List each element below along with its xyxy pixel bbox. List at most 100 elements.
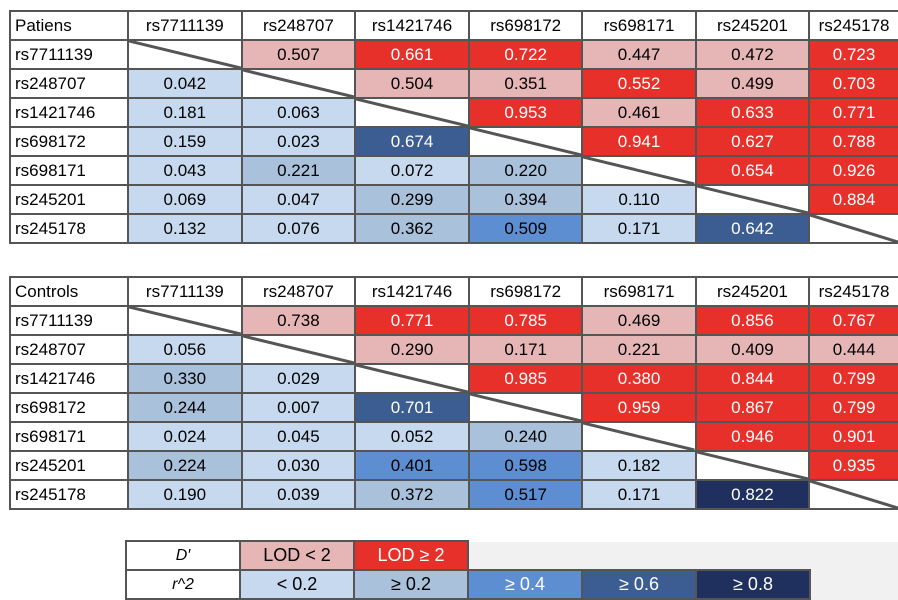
row-header: rs245201 <box>9 184 129 215</box>
r2-cell: 0.039 <box>240 479 357 510</box>
diagonal-cell <box>694 184 811 215</box>
r2-cell: 0.221 <box>240 155 357 186</box>
row-header: rs698172 <box>9 126 129 157</box>
legend-lod-high-swatch: LOD ≥ 2 <box>353 540 469 571</box>
d-prime-cell: 0.409 <box>694 334 811 365</box>
d-prime-cell: 0.351 <box>468 68 584 99</box>
d-prime-cell: 0.499 <box>694 68 811 99</box>
r2-cell: 0.110 <box>581 184 697 215</box>
r2-cell: 0.220 <box>468 155 584 186</box>
d-prime-cell: 0.926 <box>808 155 898 186</box>
header-row: Patiens rs7711139 rs248707 rs1421746 rs69817… <box>9 10 898 41</box>
diagonal-line <box>583 423 694 450</box>
d-prime-cell: 0.771 <box>808 97 898 128</box>
d-prime-cell: 0.380 <box>581 363 697 394</box>
legend-r2-ge-0.6-swatch: ≥ 0.6 <box>581 569 697 600</box>
row-header: rs245178 <box>9 213 129 244</box>
r2-cell: 0.024 <box>126 421 243 452</box>
d-prime-cell: 0.461 <box>581 97 697 128</box>
d-prime-cell: 0.447 <box>581 39 697 70</box>
d-prime-cell: 0.946 <box>694 421 811 452</box>
r2-cell: 0.299 <box>354 184 471 215</box>
diagonal-cell <box>240 334 357 365</box>
diagonal-cell <box>240 68 357 99</box>
controls-ld-table: Controls rs7711139 rs248707 rs1421746 rs6981… <box>9 276 898 510</box>
d-prime-cell: 0.985 <box>468 363 584 394</box>
diagonal-line <box>243 336 354 363</box>
d-prime-cell: 0.221 <box>581 334 697 365</box>
diagonal-cell <box>581 421 697 452</box>
table-row: rs1421746 0.181 0.063 0.953 0.461 0.633 0.771 <box>9 97 898 128</box>
legend-r2-row: r^2 < 0.2 ≥ 0.2 ≥ 0.4 ≥ 0.6 ≥ 0.8 <box>125 569 811 600</box>
diagonal-line <box>356 99 468 126</box>
legend-r2-label: r^2 <box>125 569 241 600</box>
d-prime-cell: 0.290 <box>354 334 471 365</box>
column-header: rs245201 <box>694 276 811 307</box>
r2-cell: 0.394 <box>468 184 584 215</box>
d-prime-cell: 0.767 <box>808 305 898 336</box>
r2-cell: 0.822 <box>694 479 811 510</box>
row-header: rs248707 <box>9 68 129 99</box>
d-prime-cell: 0.171 <box>468 334 584 365</box>
row-header: rs7711139 <box>9 39 129 70</box>
d-prime-cell: 0.959 <box>581 392 697 423</box>
d-prime-cell: 0.884 <box>808 184 898 215</box>
d-prime-cell: 0.552 <box>581 68 697 99</box>
row-header: rs248707 <box>9 334 129 365</box>
r2-cell: 0.171 <box>581 213 697 244</box>
diagonal-line <box>810 481 898 508</box>
r2-cell: 0.182 <box>581 450 697 481</box>
d-prime-cell: 0.661 <box>354 39 471 70</box>
d-prime-cell: 0.469 <box>581 305 697 336</box>
d-prime-cell: 0.856 <box>694 305 811 336</box>
diagonal-cell <box>694 450 811 481</box>
diagonal-line <box>243 70 354 97</box>
group-label: Controls <box>9 276 129 307</box>
table-row: rs245178 0.190 0.039 0.372 0.517 0.171 0.822 <box>9 479 898 510</box>
r2-cell: 0.240 <box>468 421 584 452</box>
r2-cell: 0.181 <box>126 97 243 128</box>
r2-cell: 0.023 <box>240 126 357 157</box>
column-header: rs248707 <box>240 10 357 41</box>
d-prime-cell: 0.504 <box>354 68 471 99</box>
header-row: Controls rs7711139 rs248707 rs1421746 rs6981… <box>9 276 898 307</box>
legend-d-prime-row: D′ LOD < 2 LOD ≥ 2 <box>125 540 810 571</box>
column-header: rs7711139 <box>126 10 243 41</box>
legend-table: D′ LOD < 2 LOD ≥ 2 r^2 < 0.2 ≥ 0.2 ≥ 0.4… <box>125 540 811 600</box>
d-prime-cell: 0.703 <box>808 68 898 99</box>
column-header: rs245178 <box>808 276 898 307</box>
r2-cell: 0.224 <box>126 450 243 481</box>
legend-lod-low-swatch: LOD < 2 <box>239 540 355 571</box>
diagonal-line <box>697 186 808 213</box>
column-header: rs7711139 <box>126 276 243 307</box>
table-row: rs245178 0.132 0.076 0.362 0.509 0.171 0.642 <box>9 213 898 244</box>
r2-cell: 0.372 <box>354 479 471 510</box>
legend-d-prime-label: D′ <box>125 540 241 571</box>
table-row: rs248707 0.056 0.290 0.171 0.221 0.409 0.444 <box>9 334 898 365</box>
column-header: rs698172 <box>468 276 584 307</box>
table-row: rs698172 0.159 0.023 0.674 0.941 0.627 0.788 <box>9 126 898 157</box>
group-label: Patiens <box>9 10 129 41</box>
table-row: rs245201 0.069 0.047 0.299 0.394 0.110 0.884 <box>9 184 898 215</box>
column-header: rs698171 <box>581 10 697 41</box>
r2-cell: 0.190 <box>126 479 243 510</box>
table-row: rs698171 0.043 0.221 0.072 0.220 0.654 0.926 <box>9 155 898 186</box>
row-header: rs698172 <box>9 392 129 423</box>
d-prime-cell: 0.867 <box>694 392 811 423</box>
r2-cell: 0.598 <box>468 450 584 481</box>
row-header: rs1421746 <box>9 97 129 128</box>
r2-cell: 0.362 <box>354 213 471 244</box>
d-prime-cell: 0.799 <box>808 392 898 423</box>
row-header: rs1421746 <box>9 363 129 394</box>
legend-r2-ge-0.2-swatch: ≥ 0.2 <box>353 569 469 600</box>
column-header: rs245178 <box>808 10 898 41</box>
diagonal-line <box>356 365 468 392</box>
diagonal-line <box>129 41 241 68</box>
column-header: rs1421746 <box>354 10 471 41</box>
r2-cell: 0.043 <box>126 155 243 186</box>
row-header: rs7711139 <box>9 305 129 336</box>
column-header: rs245201 <box>694 10 811 41</box>
row-header: rs245201 <box>9 450 129 481</box>
d-prime-cell: 0.722 <box>468 39 584 70</box>
d-prime-cell: 0.507 <box>240 39 357 70</box>
